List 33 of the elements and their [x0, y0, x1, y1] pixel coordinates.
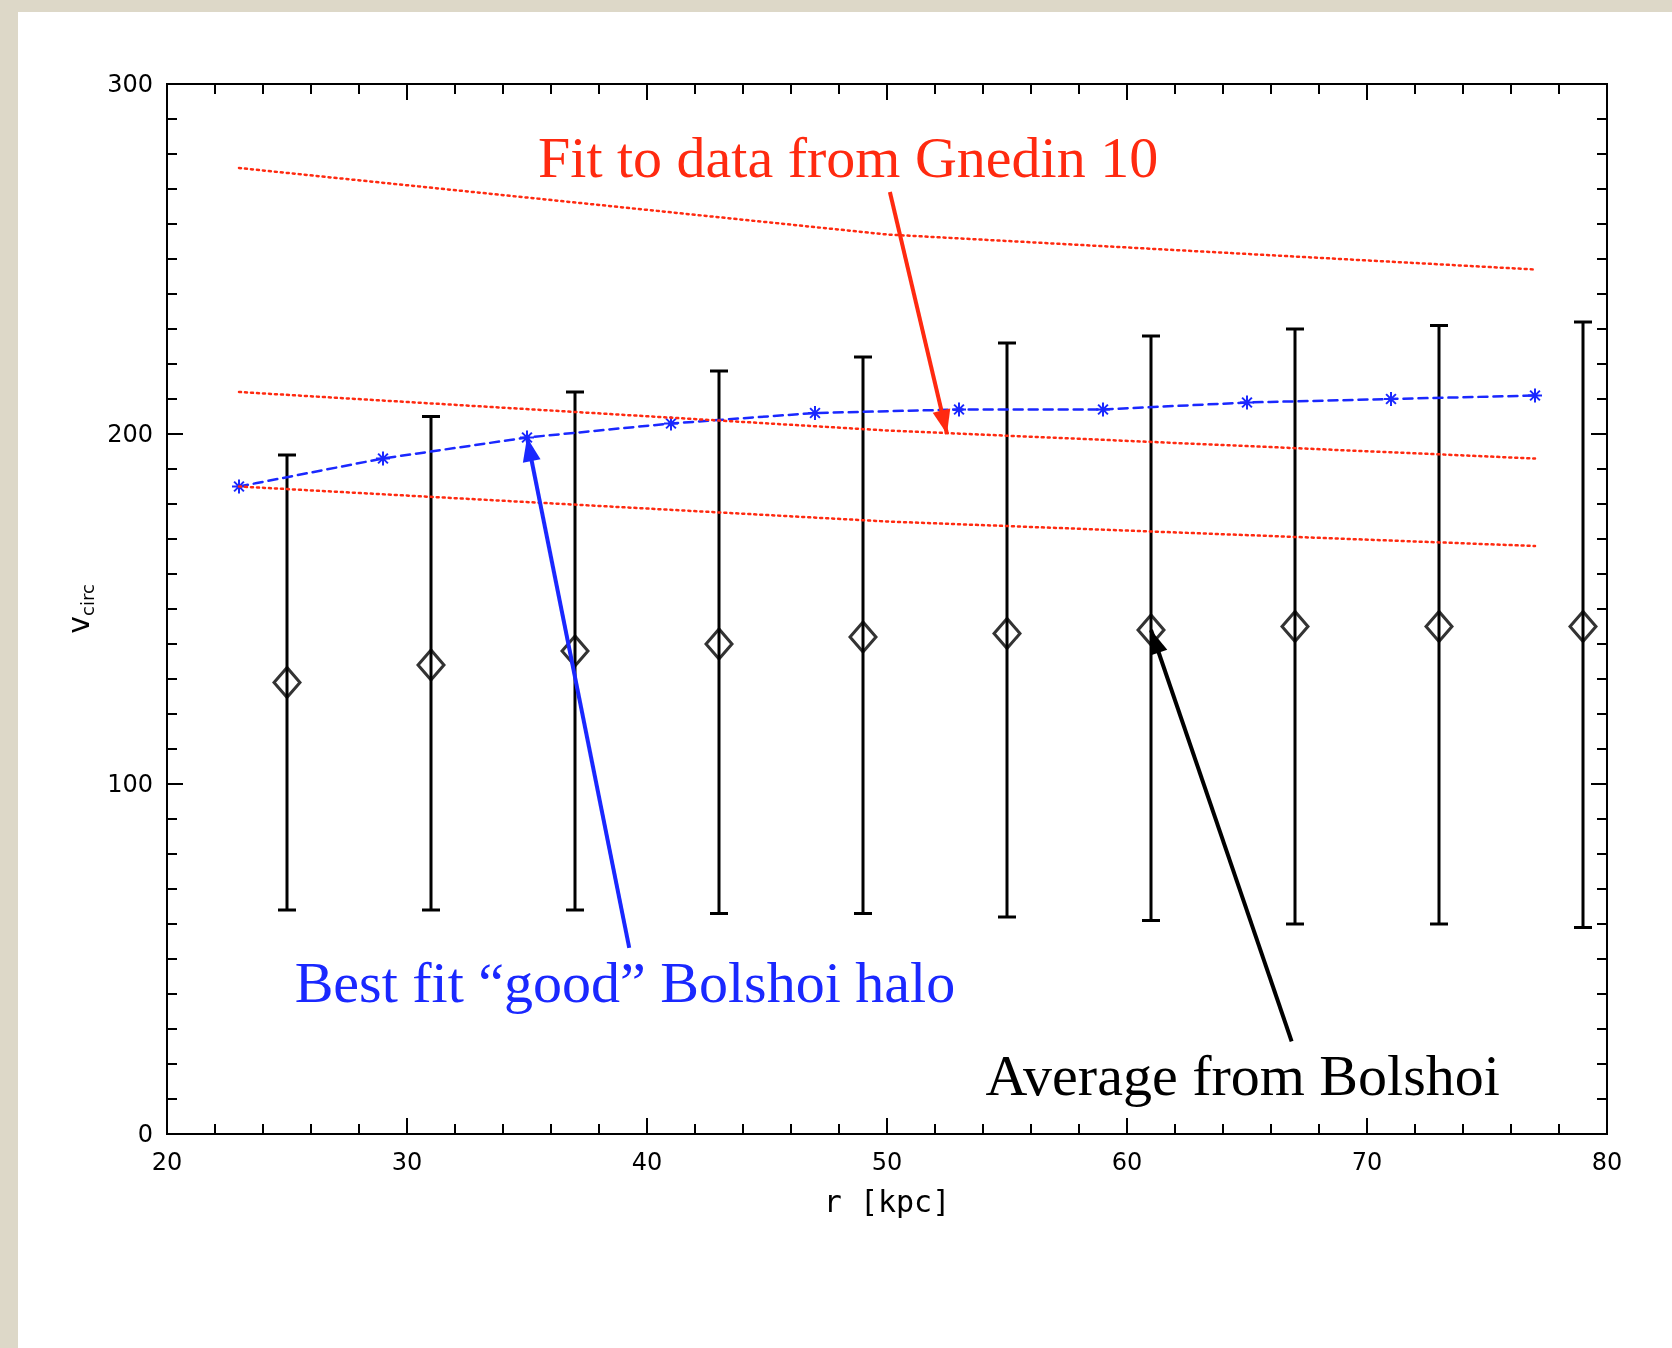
point [1568, 610, 1598, 643]
annotation: Average from Bolshoi [985, 1043, 1500, 1109]
point [951, 401, 967, 418]
x-tick-label: 70 [1351, 1148, 1383, 1176]
annotation: Best fit “good” Bolshoi halo [294, 949, 956, 1015]
point [1424, 610, 1454, 643]
point [1383, 391, 1399, 407]
y-axis-title: vcirc [60, 584, 98, 634]
x-tick-label: 60 [1111, 1148, 1143, 1176]
y-tick-label: 0 [137, 1120, 153, 1148]
point [272, 666, 302, 699]
x-tick-label: 80 [1591, 1148, 1623, 1176]
annotation: Fit to data from Gnedin 10 [538, 125, 1159, 191]
point [807, 405, 823, 421]
x-tick-label: 20 [151, 1148, 183, 1176]
point [704, 627, 734, 661]
point [1136, 613, 1166, 647]
point [992, 617, 1022, 650]
x-tick-label: 30 [391, 1148, 423, 1176]
x-tick-label: 40 [631, 1148, 663, 1176]
point [231, 478, 247, 495]
y-tick-label: 300 [107, 70, 153, 98]
point [848, 620, 878, 654]
x-axis-title: r [kpc] [823, 1183, 951, 1219]
x-tick-label: 50 [871, 1148, 903, 1176]
y-tick-label: 100 [107, 770, 153, 798]
point [1239, 394, 1255, 411]
point [1095, 401, 1111, 418]
point [1527, 387, 1543, 404]
point [416, 648, 446, 682]
point [1280, 610, 1310, 643]
point [375, 450, 391, 467]
y-tick-label: 200 [107, 420, 153, 448]
